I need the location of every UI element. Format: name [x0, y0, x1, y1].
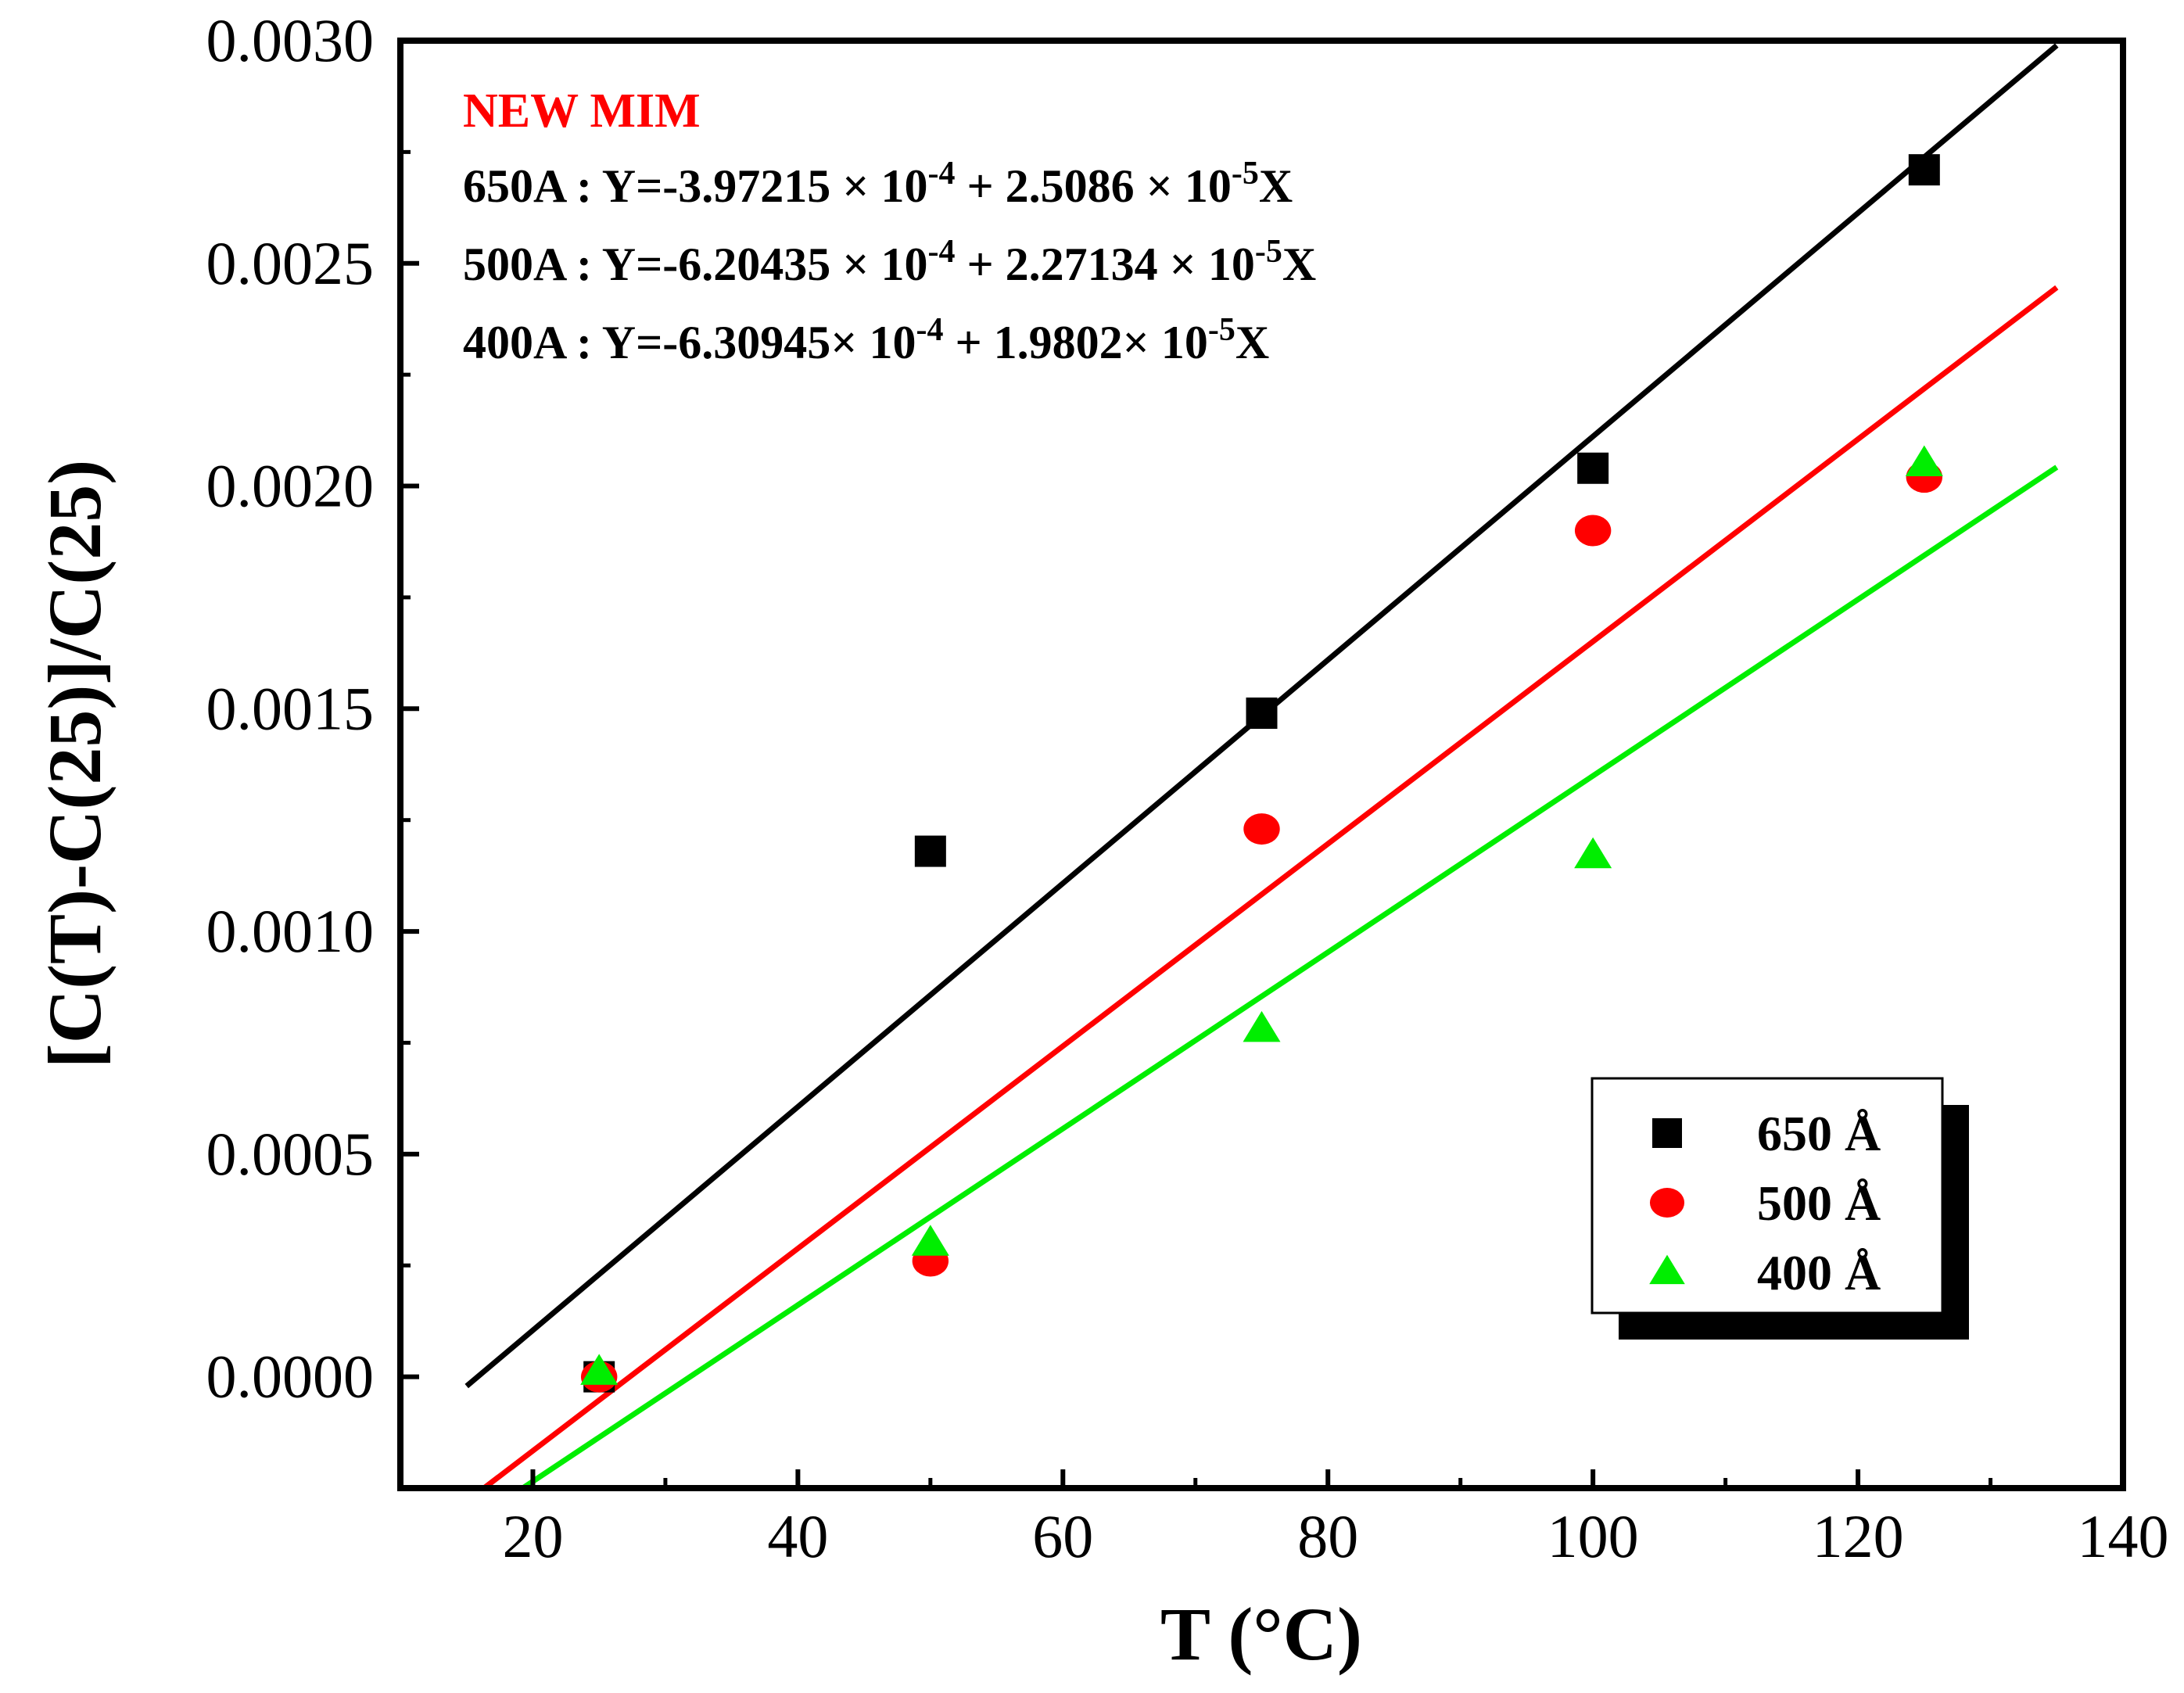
legend-box	[1590, 1077, 1944, 1315]
equation-text: 650A : Y=-3.97215 × 10-4 + 2.5086 × 10-5…	[463, 156, 1293, 212]
x-tick-label: 40	[767, 1502, 828, 1570]
x-tick-label: 100	[1547, 1502, 1639, 1570]
y-tick-label: 0.0005	[206, 1120, 375, 1188]
equation-annotations: NEW MIM 650A : Y=-3.97215 × 10-4 + 2.508…	[463, 84, 1316, 368]
equation-part: + 1.9802× 10	[943, 317, 1207, 368]
data-point-square	[914, 835, 946, 867]
legend-label: 650 Å	[1757, 1106, 1881, 1161]
x-tick-label: 140	[2078, 1502, 2169, 1570]
y-axis-title: [C(T)-C(25)]/C(25)	[33, 460, 117, 1068]
data-point-square	[1577, 452, 1609, 484]
y-tick-label: 0.0010	[206, 897, 375, 965]
data-point-circle	[1574, 515, 1612, 547]
equation-text: 500A : Y=-6.20435 × 10-4 + 2.27134 × 10-…	[463, 234, 1316, 290]
equation-part: X	[1282, 239, 1316, 290]
y-axis: 0.0000 0.0005 0.0010 0.0015 0.0020 0.0025 0.00…	[206, 6, 419, 1411]
equation-part: X	[1259, 160, 1293, 212]
data-point-triangle	[1243, 1010, 1281, 1042]
y-tick-label: 0.0000	[206, 1343, 375, 1411]
y-tick-label: 0.0020	[206, 452, 375, 520]
equation-part: 400A : Y=-6.30945× 10	[463, 317, 916, 368]
y-tick-label: 0.0030	[206, 6, 375, 74]
equation-exponent: -4	[916, 312, 943, 348]
fit-line	[479, 285, 2059, 1488]
fit-line	[518, 464, 2059, 1488]
data-point-square	[1246, 698, 1278, 730]
x-axis: 20 40 60 80 100 120 140	[502, 1469, 2169, 1570]
plot-frame	[397, 38, 2126, 1491]
equation-part: + 2.5086 × 10	[955, 160, 1231, 212]
equation-exponent: -5	[1255, 234, 1282, 270]
data-point-square	[1652, 1118, 1682, 1148]
data-point-square	[1908, 154, 1940, 186]
annotation-header: NEW MIM	[463, 84, 701, 138]
data-point-circle	[1243, 813, 1280, 845]
data-point-circle	[1649, 1188, 1685, 1218]
equation-part: 500A : Y=-6.20435 × 10	[463, 239, 927, 290]
x-tick-label: 20	[502, 1502, 563, 1570]
x-tick-label: 60	[1032, 1502, 1093, 1570]
data-point-triangle	[580, 1354, 619, 1385]
legend-label: 400 Å	[1757, 1245, 1881, 1300]
x-axis-title: T (°C)	[1160, 1592, 1362, 1676]
equation-exponent: -4	[927, 234, 955, 270]
data-point-triangle	[1905, 445, 1943, 477]
equation-part: 650A : Y=-3.97215 × 10	[463, 160, 927, 212]
y-tick-label: 0.0015	[206, 674, 375, 742]
x-tick-label: 120	[1813, 1502, 1904, 1570]
x-tick-label: 80	[1297, 1502, 1358, 1570]
equation-exponent: -5	[1232, 156, 1259, 192]
data-markers	[580, 154, 1943, 1393]
data-point-triangle	[911, 1225, 949, 1256]
data-point-triangle	[1574, 837, 1612, 869]
equation-exponent: -5	[1208, 312, 1235, 348]
y-tick-label: 0.0025	[206, 229, 375, 297]
equation-exponent: -4	[927, 156, 955, 192]
equation-text: 400A : Y=-6.30945× 10-4 + 1.9802× 10-5X	[463, 312, 1269, 368]
legend-label: 500 Å	[1757, 1175, 1881, 1231]
legend: 650 Å 500 Å 400 Å	[1590, 1077, 1969, 1340]
data-point-triangle	[1649, 1254, 1685, 1285]
equation-part: X	[1235, 317, 1269, 368]
equation-part: + 2.27134 × 10	[955, 239, 1254, 290]
